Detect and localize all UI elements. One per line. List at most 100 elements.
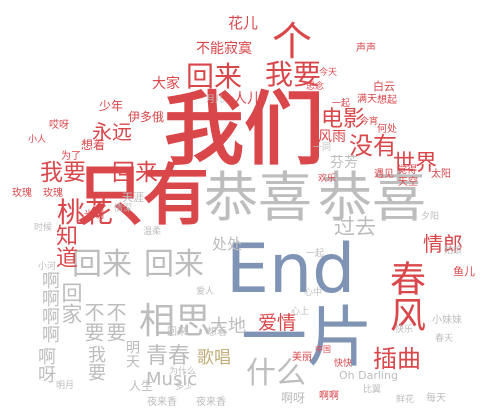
word-weile: 为了: [61, 151, 81, 162]
word-woyao-2: 我要: [265, 58, 322, 91]
word-qingshen: 情深: [114, 204, 133, 214]
word-dadi: 大地: [210, 316, 246, 337]
word-xianhua: 鲜花: [396, 395, 415, 405]
word-huilai-4: 回来: [186, 60, 243, 93]
word-huanle: 欢乐: [318, 174, 337, 184]
word-ohdarling: Oh Darling: [339, 369, 398, 382]
word-huilai-3: 回来: [112, 160, 158, 186]
word-xiangzhe-2: 想着: [207, 327, 227, 338]
word-weishenme: 为什么: [169, 367, 197, 377]
word-duoshao: 多少: [175, 382, 194, 392]
word-tianya: 天涯: [122, 191, 144, 204]
word-yipian: 一片: [241, 299, 373, 376]
word-xinshang: 心上: [291, 307, 310, 317]
word-meigui-2: 玫瑰: [43, 188, 63, 199]
word-aiya-2: 啊呀: [281, 391, 306, 405]
word-buyao-2: 不要: [103, 302, 127, 342]
word-gongxi-2: 恭喜: [318, 166, 426, 229]
word-yueer: 月儿: [206, 95, 225, 105]
word-yelaixiang-1: 夜来香: [147, 397, 177, 408]
word-aiqing: 爱情: [258, 312, 297, 334]
word-biyi: 比翼: [363, 385, 382, 395]
word-xinzhong: 心中: [304, 288, 323, 298]
word-fengyu: 风雨: [318, 129, 346, 145]
word-xiaomeimei: 小妹妹: [432, 315, 462, 326]
word-mingyue: 明月: [56, 381, 75, 391]
word-ge: 个: [272, 19, 312, 65]
word-huijia: 回家: [59, 282, 83, 324]
word-mantian: 满天: [357, 94, 377, 105]
word-music: Music: [146, 369, 198, 390]
word-juede: 觉得: [397, 165, 417, 176]
word-guangming: 光明: [84, 210, 104, 221]
word-jintian: 今天: [319, 68, 338, 78]
word-xiaohe: 小河: [38, 262, 57, 272]
word-xiangzhe: 想着: [81, 138, 106, 152]
word-gechang: 歌唱: [197, 348, 231, 368]
word-chuchu: 处处: [212, 235, 243, 253]
word-yuer: 鱼儿: [453, 265, 475, 278]
word-aiya-3: 哎呀: [49, 120, 69, 131]
word-aa: 啊啊: [319, 391, 339, 402]
word-woyao-1: 我要: [40, 160, 86, 186]
word-yelaixiang-2: 夜来香: [196, 397, 226, 408]
word-gongxi-1: 恭喜: [204, 166, 312, 229]
word-wenrou: 温柔: [143, 227, 162, 237]
word-aaaa: 啊啊啊啊: [39, 271, 60, 343]
word-hechu: 何处: [377, 124, 397, 135]
word-yiqi-1: 一起: [332, 99, 351, 109]
word-shenme: 什么: [246, 356, 306, 391]
word-yiduoe: 伊多俄: [128, 110, 165, 124]
word-huilai-2: 回来: [144, 247, 204, 282]
word-taohua: 桃花: [57, 196, 114, 229]
word-bunengjimo: 不能寂寞: [196, 41, 252, 57]
word-sinian: 思念: [306, 82, 325, 92]
word-huaer: 花儿: [228, 14, 259, 32]
word-guoqu: 过去: [334, 215, 376, 239]
word-aiya-1: 啊呀: [35, 347, 56, 383]
word-shihou: 时候: [34, 223, 53, 233]
word-yiqi-2: 一起: [306, 249, 325, 259]
word-huilai-1: 回来: [72, 247, 132, 282]
word-meitian: 每天: [426, 393, 446, 404]
word-qinglang: 情郎: [423, 232, 463, 256]
word-guniang: 姑娘: [444, 246, 463, 256]
word-chaqu: 插曲: [373, 345, 421, 373]
word-rensheng: 人生: [129, 379, 154, 393]
word-woyao-3: 我要: [85, 345, 106, 381]
word-shaonian: 少年: [99, 99, 124, 113]
word-fenfang: 芬芳: [330, 155, 358, 171]
word-kuaile: 快乐: [395, 325, 414, 335]
word-zhongguo: 中国: [315, 345, 331, 354]
word-airen: 爱人: [196, 287, 215, 297]
word-kuaikuai: 快快: [334, 359, 353, 369]
word-chuntian: 春天: [435, 334, 454, 344]
word-shengsheng: 声声: [356, 43, 376, 54]
word-zhidao: 知道: [52, 224, 77, 268]
word-chunfeng: 春风: [384, 260, 425, 332]
word-yongyuan: 永远: [92, 120, 132, 144]
word-yujian: 遇见: [374, 169, 394, 180]
word-baiyun: 白云: [373, 80, 395, 93]
word-dianying: 电影: [321, 107, 366, 132]
word-jinxiao: 今宵: [360, 117, 379, 127]
word-zhiyou: 只有: [77, 157, 209, 234]
word-meiyou: 没有: [349, 132, 397, 160]
word-xiangqi: 想起: [377, 95, 397, 106]
word-dajia: 大家: [152, 76, 180, 92]
word-women: 我们: [164, 83, 324, 176]
word-meigui-1: 玫瑰: [12, 188, 32, 199]
word-xiaoren: 小人: [28, 135, 47, 145]
word-meili: 美丽: [292, 352, 312, 363]
word-xiyang: 夕阳: [421, 212, 440, 222]
word-end: End: [226, 230, 356, 309]
word-qingchun: 青春: [146, 344, 191, 369]
word-mingtian: 明天: [124, 340, 140, 368]
word-shijie: 世界: [393, 151, 438, 176]
word-rener: 人儿: [233, 91, 261, 107]
word-taiyang: 太阳: [431, 169, 451, 180]
word-tiankong: 天空: [398, 177, 418, 188]
word-yitong: 一同: [313, 143, 332, 153]
word-huilai-5: 回来: [167, 327, 187, 338]
